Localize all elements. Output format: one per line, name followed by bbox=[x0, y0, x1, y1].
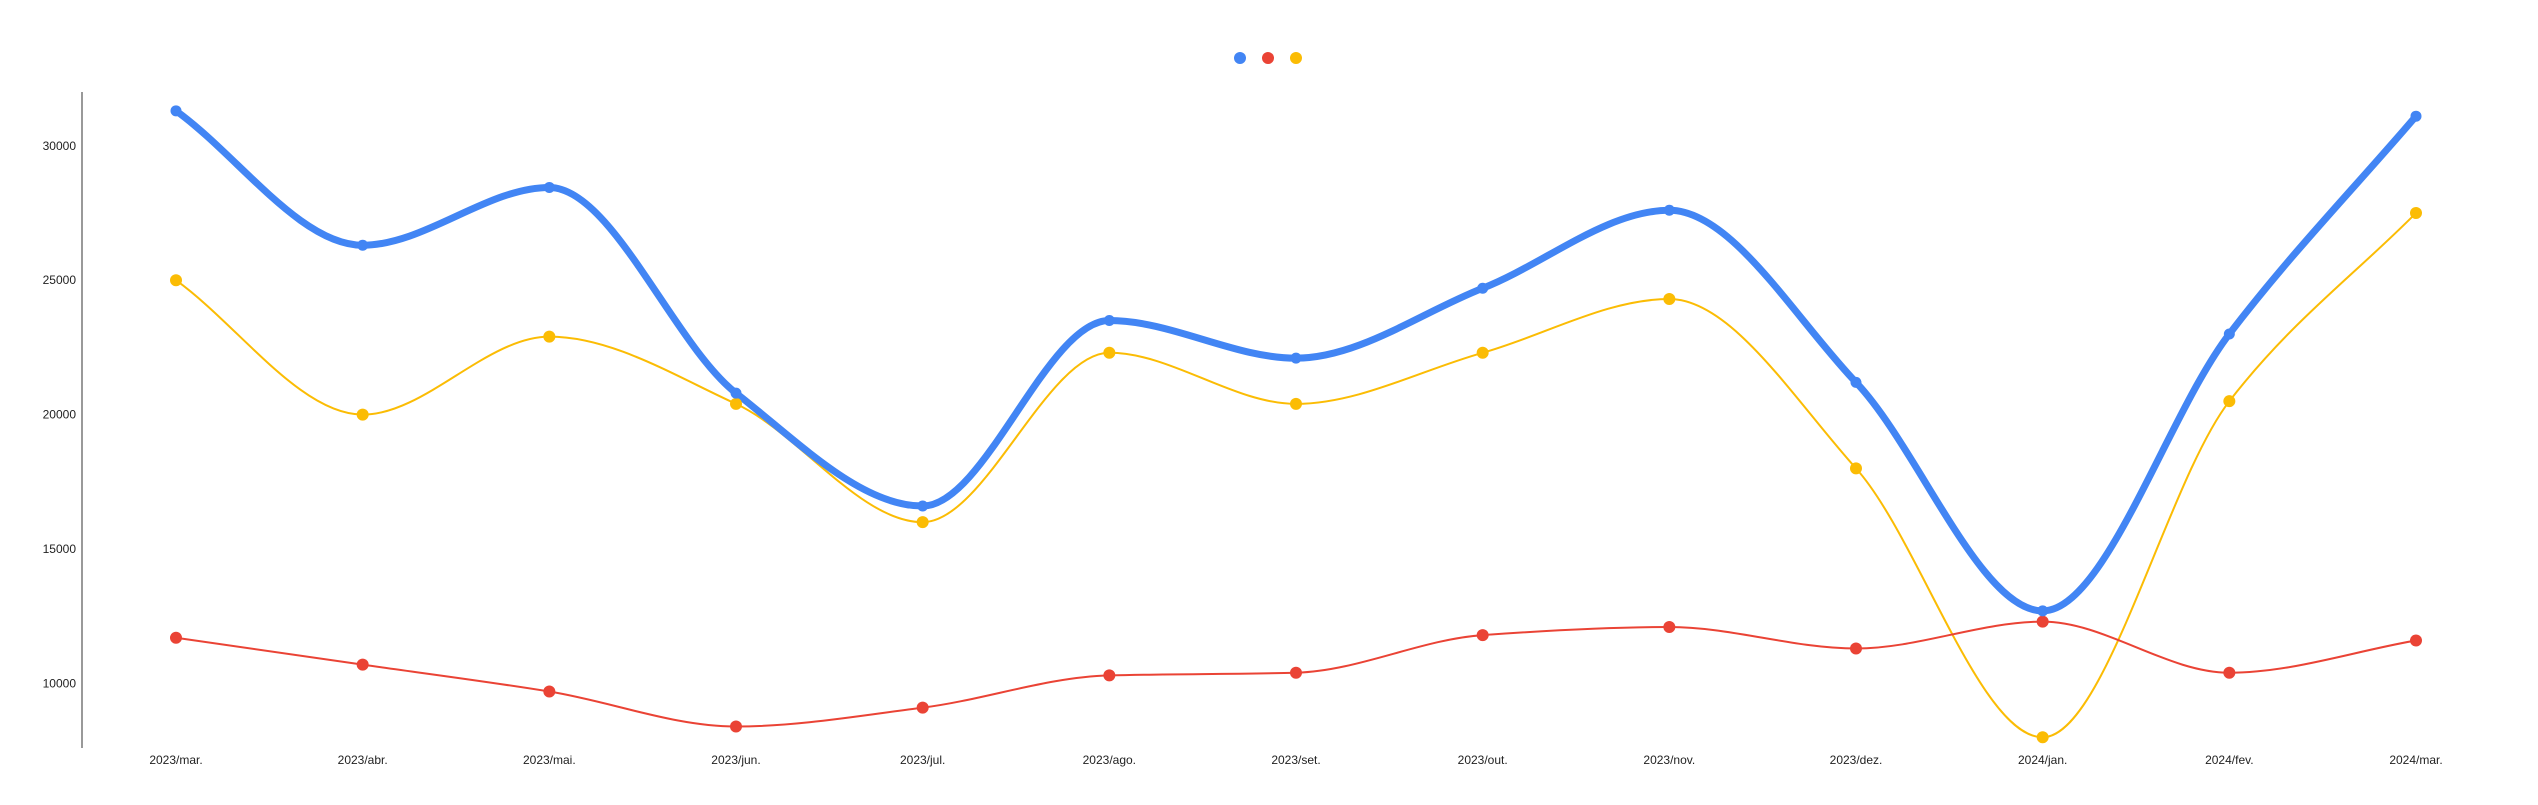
series-3-point[interactable] bbox=[1663, 293, 1676, 306]
series-2-point[interactable] bbox=[1476, 629, 1489, 642]
x-tick-label: 2023/mai. bbox=[523, 753, 576, 767]
x-axis-ticks: 2023/mar. 2023/abr. 2023/mai. 2023/jun. 2023… bbox=[149, 753, 2442, 767]
series-2-point[interactable] bbox=[1290, 666, 1302, 679]
legend-marker-3[interactable] bbox=[1290, 52, 1302, 64]
x-tick-label: 2023/out. bbox=[1458, 753, 1508, 767]
series-1-point[interactable] bbox=[1850, 376, 1862, 388]
series-2-point[interactable] bbox=[730, 720, 742, 733]
series-1-point[interactable] bbox=[2410, 110, 2422, 122]
series-2-point[interactable] bbox=[916, 701, 929, 714]
series-2-point[interactable] bbox=[2036, 615, 2049, 628]
y-tick-label: 15000 bbox=[43, 542, 77, 556]
legend bbox=[1234, 52, 1302, 64]
y-tick-label: 30000 bbox=[43, 139, 77, 153]
series-lines bbox=[172, 107, 2420, 739]
series-2-point[interactable] bbox=[1103, 669, 1116, 682]
legend-marker-1[interactable] bbox=[1234, 52, 1246, 64]
x-tick-label: 2023/dez. bbox=[1830, 753, 1883, 767]
series-line-1 bbox=[172, 107, 2420, 615]
x-tick-label: 2023/mar. bbox=[149, 753, 202, 767]
x-tick-label: 2023/abr. bbox=[338, 753, 388, 767]
series-1-point[interactable] bbox=[1290, 352, 1302, 364]
x-tick-label: 2024/jan. bbox=[2018, 753, 2067, 767]
x-tick-label: 2024/mar. bbox=[2389, 753, 2442, 767]
series-1-point[interactable] bbox=[2223, 328, 2235, 340]
series-2-point[interactable] bbox=[356, 658, 369, 671]
legend-marker-2[interactable] bbox=[1262, 52, 1274, 64]
series-1-point[interactable] bbox=[170, 105, 182, 117]
series-3-point[interactable] bbox=[2410, 206, 2422, 219]
series-3-point[interactable] bbox=[543, 330, 556, 343]
y-tick-label: 25000 bbox=[43, 273, 77, 287]
series-1-point[interactable] bbox=[730, 387, 742, 399]
x-tick-label: 2023/jul. bbox=[900, 753, 945, 767]
series-2-point[interactable] bbox=[2410, 634, 2422, 647]
series-points bbox=[170, 105, 2422, 744]
series-2-point[interactable] bbox=[543, 685, 556, 698]
y-axis-ticks: 10000 15000 20000 25000 30000 bbox=[43, 139, 77, 691]
series-1-point[interactable] bbox=[2037, 605, 2049, 617]
x-tick-label: 2023/jun. bbox=[711, 753, 760, 767]
series-2-point[interactable] bbox=[1850, 642, 1862, 655]
series-2-point[interactable] bbox=[170, 631, 182, 644]
y-tick-label: 20000 bbox=[43, 408, 77, 422]
series-1-point[interactable] bbox=[917, 500, 929, 512]
series-3-point[interactable] bbox=[916, 516, 929, 529]
series-3-point[interactable] bbox=[730, 397, 742, 410]
x-tick-label: 2024/fev. bbox=[2205, 753, 2253, 767]
y-tick-label: 10000 bbox=[43, 676, 77, 690]
x-tick-label: 2023/nov. bbox=[1643, 753, 1695, 767]
series-1-point[interactable] bbox=[1663, 204, 1675, 216]
series-1-point[interactable] bbox=[543, 181, 555, 193]
x-tick-label: 2023/ago. bbox=[1083, 753, 1136, 767]
series-2-point[interactable] bbox=[2223, 666, 2236, 679]
series-3-point[interactable] bbox=[2223, 395, 2236, 408]
series-line-3 bbox=[175, 211, 2417, 739]
series-3-point[interactable] bbox=[170, 274, 182, 287]
series-1-point[interactable] bbox=[1103, 315, 1115, 327]
x-tick-label: 2023/set. bbox=[1271, 753, 1320, 767]
series-3-point[interactable] bbox=[2036, 731, 2049, 744]
series-2-point[interactable] bbox=[1663, 621, 1676, 634]
series-3-point[interactable] bbox=[1290, 397, 1302, 410]
series-3-point[interactable] bbox=[1103, 346, 1116, 359]
series-1-point[interactable] bbox=[357, 239, 369, 251]
series-1-point[interactable] bbox=[1477, 282, 1489, 294]
series-3-point[interactable] bbox=[356, 408, 369, 421]
series-3-point[interactable] bbox=[1850, 462, 1862, 475]
series-3-point[interactable] bbox=[1476, 346, 1489, 359]
